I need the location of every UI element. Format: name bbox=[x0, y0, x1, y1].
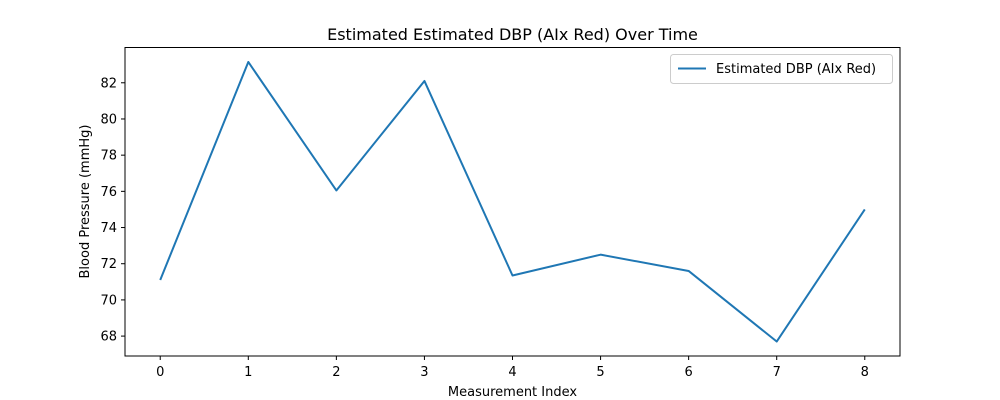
x-axis-ticks: 0 1 2 3 4 5 6 7 8 bbox=[156, 356, 869, 380]
series-layer bbox=[159, 60, 866, 343]
x-tick-label: 6 bbox=[684, 365, 692, 380]
y-tick-label: 74 bbox=[100, 221, 117, 236]
x-tick-label: 2 bbox=[332, 365, 340, 380]
chart-title: Estimated Estimated DBP (AIx Red) Over T… bbox=[327, 25, 698, 44]
x-tick-label: 3 bbox=[420, 365, 428, 380]
x-axis-label: Measurement Index bbox=[448, 385, 577, 400]
legend: Estimated DBP (AIx Red) bbox=[670, 54, 893, 84]
y-tick-label: 78 bbox=[100, 149, 117, 164]
x-tick-label: 0 bbox=[156, 365, 164, 380]
x-tick-label: 1 bbox=[244, 365, 252, 380]
y-tick-label: 80 bbox=[100, 112, 117, 127]
x-tick-label: 8 bbox=[861, 365, 869, 380]
plot-frame bbox=[124, 47, 901, 357]
y-tick-label: 82 bbox=[100, 76, 117, 91]
series-line bbox=[159, 60, 866, 343]
legend-box bbox=[670, 54, 893, 84]
y-tick-label: 76 bbox=[100, 185, 117, 200]
y-axis-ticks: 68 70 72 74 76 78 80 82 bbox=[100, 76, 125, 345]
y-tick-label: 68 bbox=[100, 330, 117, 345]
y-tick-label: 70 bbox=[100, 293, 117, 308]
y-axis-label: Blood Pressure (mmHg) bbox=[78, 125, 93, 279]
x-tick-label: 7 bbox=[773, 365, 781, 380]
legend-label: Estimated DBP (AIx Red) bbox=[716, 62, 876, 77]
y-tick-label: 72 bbox=[100, 257, 117, 272]
x-tick-label: 5 bbox=[596, 365, 604, 380]
x-tick-label: 4 bbox=[508, 365, 516, 380]
